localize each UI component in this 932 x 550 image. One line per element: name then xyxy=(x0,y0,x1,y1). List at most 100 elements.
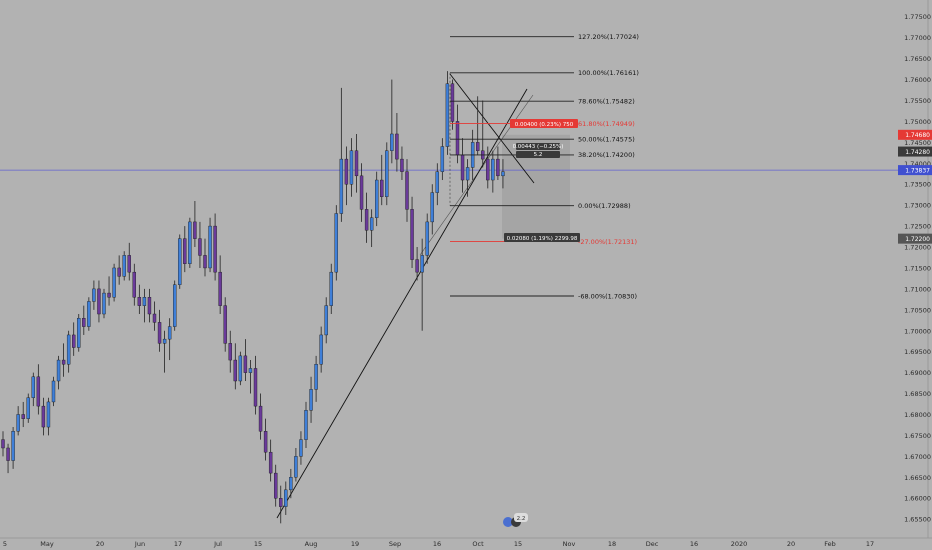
candle-body xyxy=(66,334,71,365)
candle-body xyxy=(167,326,172,340)
candle-body xyxy=(491,158,495,181)
time-tick-label: Nov xyxy=(563,540,576,548)
measure-label-box xyxy=(516,143,560,150)
price-tick-label: 1.70000 xyxy=(904,327,931,335)
event-badge-label: 2.2 xyxy=(517,516,526,522)
candle-body xyxy=(228,343,232,361)
candle-body xyxy=(496,158,500,177)
time-axis[interactable]: 5 May 20 Jun 17 Jul 15 Aug 19 Sep 16 Oct 15 Nov 18 Dec 1… xyxy=(3,540,874,548)
price-tick-label: 1.66000 xyxy=(904,495,931,503)
candle-body xyxy=(385,150,389,197)
price-tag-box xyxy=(898,129,932,140)
candle-body xyxy=(233,359,238,382)
price-tick-label: 1.69500 xyxy=(904,348,931,356)
candle-body xyxy=(178,238,182,285)
price-tick-label: 1.73000 xyxy=(904,202,931,210)
candle-body xyxy=(364,209,369,231)
price-tag-box xyxy=(898,146,932,157)
downtrend-line xyxy=(449,73,535,184)
candle-body xyxy=(102,292,106,315)
price-tick-label: 1.67500 xyxy=(904,432,931,440)
fib-level-label: 127.20%(1.77024) xyxy=(578,33,639,41)
candle-body xyxy=(415,259,419,273)
candle-body xyxy=(380,179,384,197)
price-tick-label: 1.65500 xyxy=(904,516,931,524)
candle-body xyxy=(6,447,10,461)
candle-body xyxy=(223,305,227,344)
measure-layer xyxy=(502,134,570,239)
price-tick-label: 1.73500 xyxy=(904,181,931,189)
price-tick-label: 1.71500 xyxy=(904,264,931,272)
candle-body xyxy=(51,380,56,403)
measure-label-text: 0.02080 (1.19%) 2299.98 xyxy=(507,236,578,242)
candle-body xyxy=(284,489,288,507)
measure-label-box xyxy=(516,151,560,158)
price-tick-label: 1.72500 xyxy=(904,223,931,231)
candle-body xyxy=(1,439,5,449)
candle-body xyxy=(97,288,101,315)
candle-body xyxy=(430,192,434,223)
candle-body xyxy=(87,301,91,327)
candle-body xyxy=(117,267,121,277)
fib-level-label: 100.00%(1.76161) xyxy=(578,69,639,77)
price-tag-label: 1.74680 xyxy=(905,132,930,139)
candle-body xyxy=(304,410,308,440)
candle-body xyxy=(359,175,364,210)
time-tick-label: 20 xyxy=(96,540,104,548)
candle-body xyxy=(354,150,359,177)
candle-body xyxy=(203,255,207,269)
time-tick-label: Dec xyxy=(646,540,659,548)
price-tag-label: 1.72200 xyxy=(905,236,930,243)
fib-level-label: 78.60%(1.75482) xyxy=(578,98,635,106)
candle-body xyxy=(465,167,470,181)
price-tick-label: 1.74000 xyxy=(904,160,931,168)
candle-body xyxy=(92,288,96,302)
candle-body xyxy=(400,158,404,172)
price-tick-label: 1.77000 xyxy=(904,34,931,42)
candle-body xyxy=(460,154,465,181)
candle-body xyxy=(501,171,505,177)
candle-body xyxy=(112,267,116,298)
measure-label-text: 5.2 xyxy=(534,152,543,158)
price-tick-label: 1.75000 xyxy=(904,118,931,126)
event-icon[interactable] xyxy=(503,517,513,527)
measure-label-text: 0.00443 (−0.25%) xyxy=(513,144,564,150)
candle-body xyxy=(425,221,429,256)
time-tick-label: 5 xyxy=(3,540,7,548)
time-tick-label: Oct xyxy=(472,540,484,548)
candle-body xyxy=(476,142,480,151)
candle-body xyxy=(450,83,455,122)
candle-body xyxy=(21,414,25,419)
candle-body xyxy=(410,209,414,260)
candle-body xyxy=(486,158,490,181)
time-tick-label: 17 xyxy=(174,540,182,548)
candle-body xyxy=(172,284,177,327)
price-axis[interactable]: 1.77500 1.77000 1.76500 1.76000 1.75500 1.750… xyxy=(904,13,931,523)
candle-body xyxy=(218,271,222,306)
candle-body xyxy=(137,297,142,306)
candle-body xyxy=(263,431,268,453)
event-badge[interactable]: 2.2 xyxy=(503,513,528,527)
time-tick-label: Feb xyxy=(824,540,836,548)
price-tag-label: 1.73837 xyxy=(905,167,930,174)
time-tick-label: Jun xyxy=(134,540,145,548)
candle-body xyxy=(395,133,399,160)
price-tick-label: 1.67000 xyxy=(904,453,931,461)
candle-body xyxy=(77,317,81,348)
price-tag-label: 1.74280 xyxy=(905,149,930,156)
fib-level-label: 38.20%(1.74200) xyxy=(578,151,635,159)
candle-body xyxy=(329,271,333,306)
candle-body xyxy=(208,225,212,269)
candle-body xyxy=(71,334,76,348)
measure-label-layer: 0.00400 (0.23%) 750 0.00443 (−0.25%) 5.2 0.… xyxy=(504,119,580,242)
price-tick-label: 1.71000 xyxy=(904,285,931,293)
candle-body xyxy=(162,338,167,344)
candle-body xyxy=(41,405,46,428)
candle-body xyxy=(142,297,147,306)
price-tick-label: 1.76000 xyxy=(904,76,931,84)
measure-box xyxy=(502,134,570,239)
candle-body xyxy=(238,355,243,382)
price-tag-box xyxy=(898,233,932,244)
